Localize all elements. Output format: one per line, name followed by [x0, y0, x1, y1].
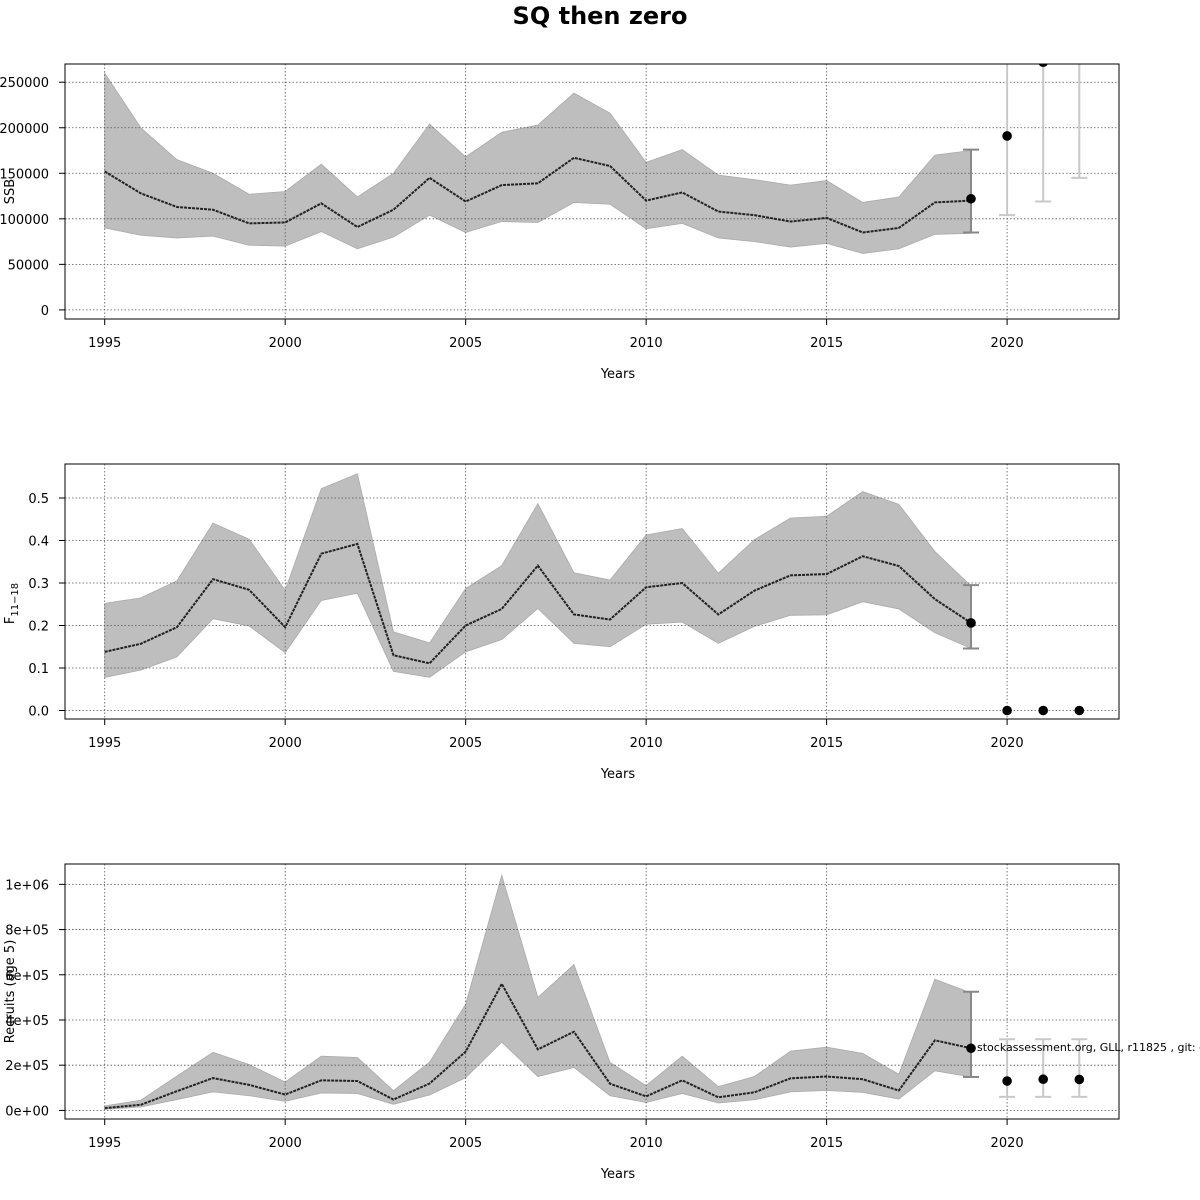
- x-tick-label: 2005: [449, 1136, 482, 1151]
- x-tick-label: 2010: [630, 1136, 663, 1151]
- confidence-band: [104, 873, 972, 1110]
- grid-lines: [65, 64, 1119, 319]
- forecast-point: [1038, 705, 1048, 716]
- x-tick-label: 2010: [630, 336, 663, 351]
- x-axis-title: Years: [600, 1167, 636, 1182]
- x-tick-label: 2010: [630, 736, 663, 751]
- forecast-point: [1002, 131, 1012, 141]
- y-tick-label: 6e+05: [5, 969, 49, 984]
- forecast-point: [1038, 1074, 1048, 1085]
- forecast-point: [1074, 705, 1085, 716]
- y-tick-label: 250000: [0, 76, 49, 91]
- y-tick-label: 1e+06: [5, 878, 49, 893]
- x-tick-label: 2020: [991, 336, 1024, 351]
- forecast-point: [1002, 705, 1012, 716]
- y-tick-label: 0.1: [28, 662, 49, 677]
- y-axis-subscript: 11−18: [10, 583, 21, 617]
- estimate-line: [104, 542, 972, 665]
- y-tick-label: 0: [41, 304, 49, 319]
- forecast-point: [966, 1043, 976, 1054]
- forecast-point: [966, 193, 976, 204]
- y-tick-label: 50000: [8, 258, 49, 273]
- chart-main-title: SQ then zero: [512, 2, 688, 30]
- forecast-group: [963, 584, 1085, 716]
- y-tick-label: 4e+05: [5, 1014, 49, 1029]
- x-tick-label: 2005: [449, 736, 482, 751]
- forecast-point: [1038, 64, 1048, 67]
- y-tick-label: 0.0: [28, 705, 49, 720]
- x-tick-label: 1995: [88, 736, 121, 751]
- y-axis-title: F11−18: [3, 583, 21, 624]
- y-tick-label: 100000: [0, 213, 49, 228]
- y-tick-label: 0e+00: [5, 1104, 49, 1119]
- plot-frame: [64, 463, 1120, 720]
- y-tick-label: 0.3: [28, 577, 49, 592]
- y-axis-title: Recruits (age 5): [3, 940, 18, 1044]
- estimate-line: [104, 156, 972, 234]
- confidence-band: [104, 71, 972, 254]
- y-axis-title: SSB: [3, 179, 18, 204]
- plot-frame: [64, 863, 1120, 1120]
- x-tick-label: 2000: [269, 336, 302, 351]
- panel-recruits: 1995 2000 2005 2010 2015 2020 0e+00 2e+05 4e+05 6…: [3, 863, 1120, 1182]
- forecast-point: [966, 618, 976, 628]
- forecast-point: [1074, 1074, 1085, 1085]
- x-tick-label: 2015: [810, 336, 843, 351]
- y-tick-label: 2e+05: [5, 1059, 49, 1074]
- panel-ssb: 1995 2000 2005 2010 2015 2020 0 50000 100000 1500…: [0, 63, 1120, 382]
- grid-lines: [65, 464, 1119, 719]
- forecast-group: [963, 990, 1088, 1098]
- y-tick-label: 150000: [0, 167, 49, 182]
- x-tick-label: 2005: [449, 336, 482, 351]
- forecast-point: [1002, 1076, 1012, 1086]
- y-tick-label: 0.2: [28, 620, 49, 635]
- estimate-line: [104, 981, 972, 1110]
- x-tick-label: 2000: [269, 1136, 302, 1151]
- x-tick-label: 2015: [810, 1136, 843, 1151]
- x-tick-label: 2020: [991, 1136, 1024, 1151]
- y-tick-label: 8e+05: [5, 924, 49, 939]
- x-axis-title: Years: [600, 767, 636, 782]
- x-tick-label: 1995: [88, 1136, 121, 1151]
- x-tick-label: 1995: [88, 336, 121, 351]
- y-tick-label: 0.5: [28, 492, 49, 507]
- y-tick-label: 0.4: [28, 535, 49, 550]
- x-tick-label: 2015: [810, 736, 843, 751]
- plot-frame: [64, 63, 1120, 320]
- y-tick-label: 200000: [0, 122, 49, 137]
- forecast-group: [963, 64, 1088, 234]
- footnote-text: stockassessment.org, GLL, r11825 , git: …: [977, 1041, 1200, 1054]
- panel-fbar: 1995 2000 2005 2010 2015 2020 0.0 0.1 0.2 0.3 0.4 0…: [3, 463, 1120, 782]
- grid-lines: [65, 864, 1119, 1119]
- x-tick-label: 2000: [269, 736, 302, 751]
- confidence-band: [104, 473, 972, 678]
- x-axis-title: Years: [600, 367, 636, 382]
- x-tick-label: 2020: [991, 736, 1024, 751]
